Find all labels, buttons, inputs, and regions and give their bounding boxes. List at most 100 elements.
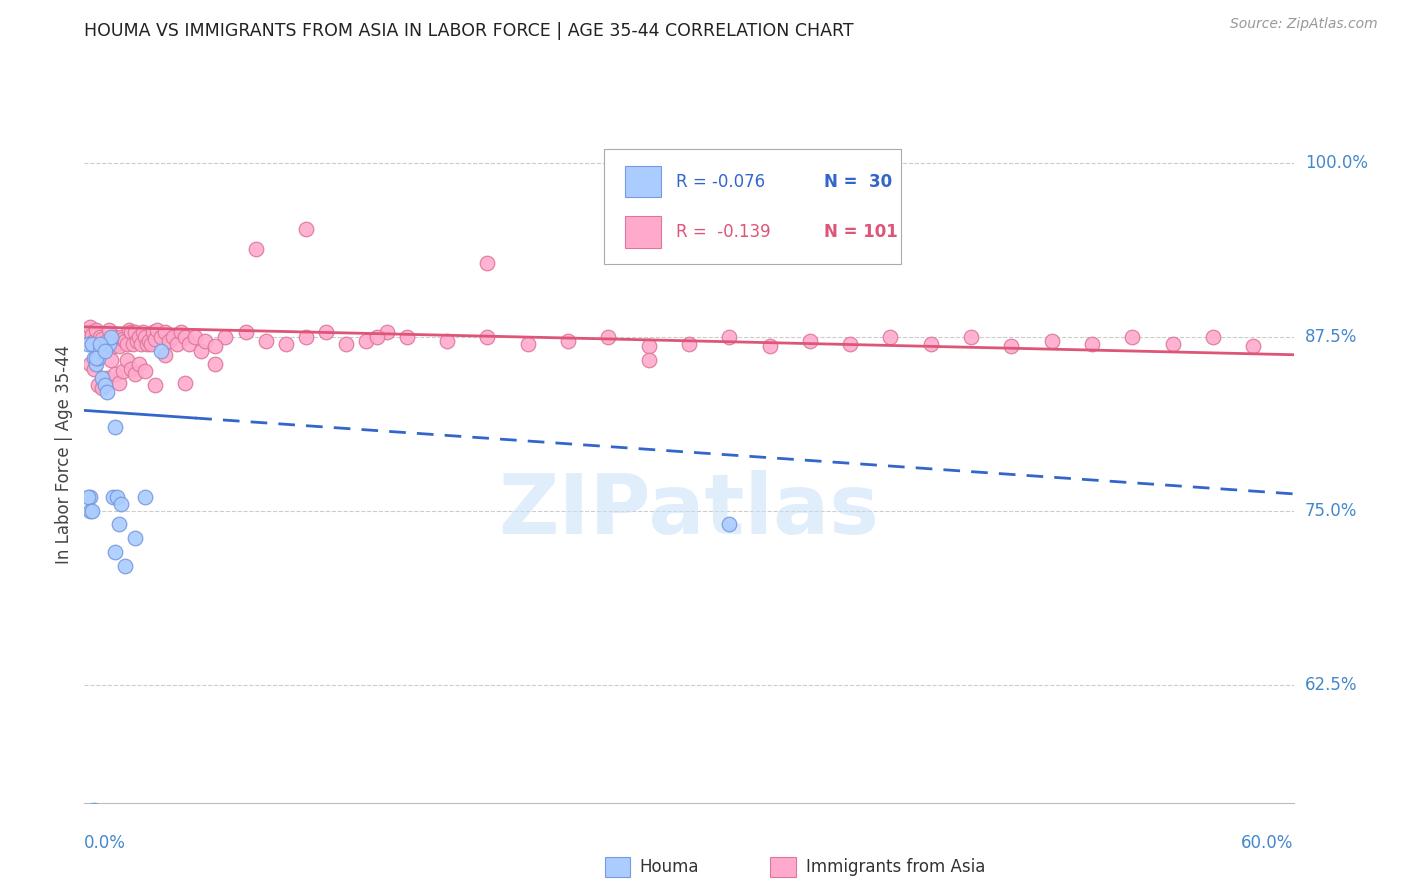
Point: [91, 371, 114, 385]
Point: [356, 334, 378, 348]
Point: [132, 326, 155, 340]
Point: [174, 376, 197, 390]
Point: [254, 334, 277, 348]
Point: [128, 358, 150, 372]
Point: [637, 353, 659, 368]
Point: [97, 336, 120, 351]
Point: [174, 329, 197, 343]
Point: [125, 334, 148, 348]
Point: [96, 385, 118, 400]
Point: [111, 364, 134, 378]
Text: ZIPatlas: ZIPatlas: [499, 470, 879, 551]
Point: [101, 339, 124, 353]
Point: [879, 329, 901, 343]
Point: [107, 517, 129, 532]
Point: [124, 532, 146, 546]
Point: [129, 336, 152, 351]
Point: [477, 329, 499, 343]
Point: [110, 329, 132, 343]
Text: Source: ZipAtlas.com: Source: ZipAtlas.com: [1230, 17, 1378, 31]
Point: [295, 329, 318, 343]
Point: [82, 328, 104, 343]
Point: [134, 329, 156, 343]
Point: [235, 326, 257, 340]
Point: [204, 339, 226, 353]
Point: [110, 497, 132, 511]
Point: [105, 336, 128, 351]
Point: [82, 336, 104, 351]
Point: [758, 339, 780, 353]
Point: [395, 329, 418, 343]
Text: N = 101: N = 101: [824, 223, 898, 241]
Point: [1121, 329, 1143, 343]
Point: [366, 329, 388, 343]
Point: [114, 559, 136, 574]
Point: [146, 323, 169, 337]
Point: [89, 343, 111, 358]
Point: [96, 334, 118, 348]
Point: [83, 803, 105, 817]
Point: [678, 336, 700, 351]
Point: [1161, 336, 1184, 351]
Text: 62.5%: 62.5%: [1305, 675, 1357, 693]
Point: [718, 517, 741, 532]
Text: Houma: Houma: [640, 858, 699, 876]
Point: [598, 329, 620, 343]
Text: R = -0.076: R = -0.076: [676, 173, 765, 191]
Point: [121, 336, 143, 351]
Point: [83, 334, 105, 348]
Point: [91, 381, 114, 395]
Point: [1241, 339, 1264, 353]
Point: [138, 334, 160, 348]
Point: [799, 334, 821, 348]
Point: [104, 545, 127, 559]
Point: [204, 358, 226, 372]
Point: [143, 333, 166, 347]
Point: [100, 353, 122, 368]
Point: [960, 329, 983, 343]
Point: [120, 326, 142, 340]
Text: 87.5%: 87.5%: [1305, 327, 1357, 345]
Text: 60.0%: 60.0%: [1241, 834, 1294, 852]
Point: [214, 329, 236, 343]
Point: [100, 334, 122, 348]
Point: [143, 378, 166, 392]
Point: [82, 503, 104, 517]
Point: [79, 358, 101, 372]
Point: [179, 336, 201, 351]
Point: [77, 490, 100, 504]
Point: [557, 334, 579, 348]
Point: [87, 378, 110, 392]
Point: [115, 353, 138, 368]
Point: [115, 336, 138, 351]
Point: [516, 336, 538, 351]
Point: [93, 336, 115, 351]
Point: [79, 503, 101, 517]
Point: [139, 336, 162, 351]
Text: 0.0%: 0.0%: [84, 834, 127, 852]
Point: [77, 326, 100, 340]
Point: [128, 329, 150, 343]
Text: Immigrants from Asia: Immigrants from Asia: [806, 858, 986, 876]
Point: [153, 326, 176, 340]
Point: [149, 329, 172, 343]
Point: [295, 222, 318, 236]
Text: R =  -0.139: R = -0.139: [676, 223, 770, 241]
Point: [184, 329, 207, 343]
Point: [105, 490, 128, 504]
Point: [96, 371, 118, 385]
Bar: [624, 166, 661, 197]
Point: [153, 348, 176, 362]
Point: [436, 334, 458, 348]
Point: [135, 336, 157, 351]
Y-axis label: In Labor Force | Age 35-44: In Labor Force | Age 35-44: [55, 345, 73, 565]
Point: [118, 323, 141, 337]
Point: [170, 326, 193, 340]
Point: [920, 336, 942, 351]
Point: [190, 343, 212, 358]
Text: HOUMA VS IMMIGRANTS FROM ASIA IN LABOR FORCE | AGE 35-44 CORRELATION CHART: HOUMA VS IMMIGRANTS FROM ASIA IN LABOR F…: [84, 22, 853, 40]
Point: [100, 329, 122, 343]
Point: [1040, 334, 1063, 348]
Point: [166, 336, 188, 351]
Point: [101, 490, 124, 504]
